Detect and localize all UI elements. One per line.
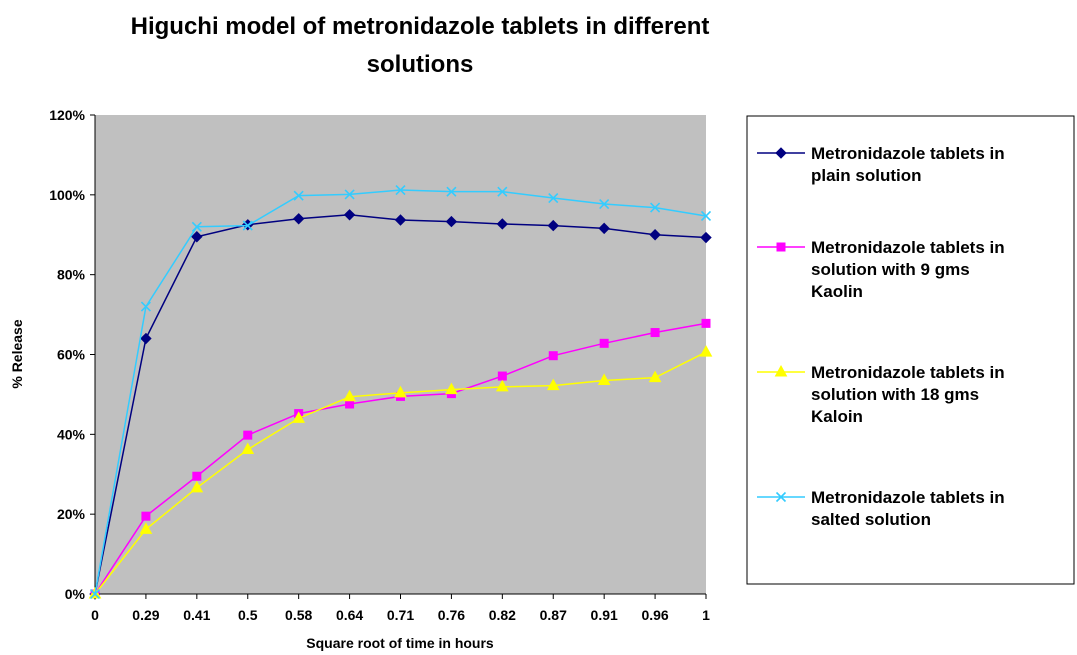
- y-tick-label: 80%: [57, 267, 86, 283]
- legend-entry-3: Metronidazole tablets in solution with 18…: [757, 363, 1005, 426]
- data-point: [190, 480, 204, 493]
- legend-marker: [774, 364, 788, 377]
- data-point: [394, 214, 407, 226]
- data-point: [343, 209, 356, 221]
- legend-box: [746, 115, 1075, 585]
- legend-entry-1: Metronidazole tablets in plain solution: [757, 144, 1005, 185]
- x-tick-label: 0.96: [641, 607, 668, 623]
- data-point: [650, 328, 660, 338]
- data-point: [343, 389, 356, 402]
- legend-entry-2: Metronidazole tablets in solution with 9 …: [757, 238, 1005, 301]
- data-point: [292, 213, 305, 225]
- legend-marker: [776, 242, 786, 252]
- y-tick-label: 20%: [57, 506, 86, 522]
- data-point: [547, 219, 559, 232]
- legend-entry-4: Metronidazole tablets in salted solution: [757, 488, 1005, 529]
- data-point: [243, 430, 253, 440]
- data-point: [446, 186, 457, 197]
- y-axis-title: % Release: [9, 319, 25, 388]
- data-point: [598, 222, 610, 235]
- x-tick-label: 0.29: [132, 607, 159, 623]
- legend-marker: [775, 491, 787, 503]
- chart-title-line-1: Higuchi model of metronidazole tablets i…: [131, 13, 710, 40]
- y-tick-label: 120%: [49, 107, 85, 123]
- legend-marker: [775, 147, 787, 159]
- data-point: [292, 411, 306, 423]
- x-tick-label: 0.64: [336, 607, 363, 623]
- x-tick-label: 0.5: [238, 607, 258, 623]
- data-point: [497, 371, 507, 381]
- legend-label: salted solution: [811, 510, 931, 529]
- data-point: [395, 184, 406, 196]
- x-tick-group: 0 0.29 0.41 0.5 0.58 0.64 0.71 0.76 0.82 0.87 0.91…: [91, 594, 710, 623]
- data-point: [648, 370, 662, 383]
- y-tick-label: 40%: [57, 426, 86, 442]
- data-point: [192, 471, 202, 481]
- data-point: [293, 190, 304, 201]
- data-point: [548, 351, 558, 361]
- data-point: [191, 221, 202, 232]
- y-tick-group: 0% 20% 40% 60% 80% 100% 120%: [49, 107, 95, 602]
- series-group: [88, 184, 713, 600]
- x-tick-label: 0.76: [438, 607, 465, 623]
- legend-label: Kaloin: [811, 407, 863, 426]
- data-point: [242, 220, 253, 231]
- data-point: [139, 522, 153, 534]
- data-point: [89, 588, 101, 600]
- x-tick-label: 0.41: [183, 607, 210, 623]
- data-point: [599, 338, 609, 348]
- data-point: [445, 215, 458, 228]
- data-point: [445, 382, 458, 395]
- data-point: [140, 301, 151, 312]
- y-tick-label: 0%: [65, 586, 86, 602]
- legend-label: Metronidazole tablets in: [811, 363, 1005, 382]
- data-point: [344, 189, 355, 200]
- x-tick-label: 0.58: [285, 607, 312, 623]
- legend-label: Metronidazole tablets in: [811, 144, 1005, 163]
- legend-label: solution with 18 gms: [811, 385, 979, 404]
- data-point: [548, 192, 559, 204]
- x-tick-label: 0.91: [591, 607, 618, 623]
- data-point: [649, 229, 661, 241]
- data-point: [495, 379, 509, 392]
- x-tick-label: 0.82: [489, 607, 516, 623]
- data-point: [699, 345, 713, 357]
- series-3: [88, 345, 713, 599]
- legend-label: solution with 9 gms: [811, 260, 970, 279]
- data-point: [241, 442, 255, 455]
- y-tick-label: 100%: [49, 187, 85, 203]
- data-point: [700, 210, 712, 222]
- x-tick-label: 1: [702, 607, 710, 623]
- data-point: [497, 186, 508, 197]
- data-point: [700, 231, 712, 244]
- data-point: [394, 385, 407, 398]
- data-point: [141, 511, 151, 521]
- x-tick-label: 0.71: [387, 607, 414, 623]
- y-tick-label: 60%: [57, 347, 86, 363]
- legend-label: Kaolin: [811, 282, 863, 301]
- data-point: [597, 373, 611, 385]
- data-point: [546, 378, 560, 391]
- data-point: [191, 231, 203, 243]
- plot-area: [95, 115, 706, 594]
- x-tick-label: 0: [91, 607, 99, 623]
- x-axis-title: Square root of time in hours: [306, 635, 494, 651]
- chart-title-line-2: solutions: [367, 51, 474, 78]
- data-point: [496, 218, 509, 230]
- x-tick-label: 0.87: [540, 607, 567, 623]
- data-point: [650, 202, 661, 213]
- data-point: [140, 332, 152, 345]
- legend-label: plain solution: [811, 166, 922, 185]
- data-point: [599, 198, 610, 210]
- data-point: [701, 318, 711, 328]
- series-4: [89, 184, 712, 600]
- legend-label: Metronidazole tablets in: [811, 488, 1005, 507]
- legend-label: Metronidazole tablets in: [811, 238, 1005, 257]
